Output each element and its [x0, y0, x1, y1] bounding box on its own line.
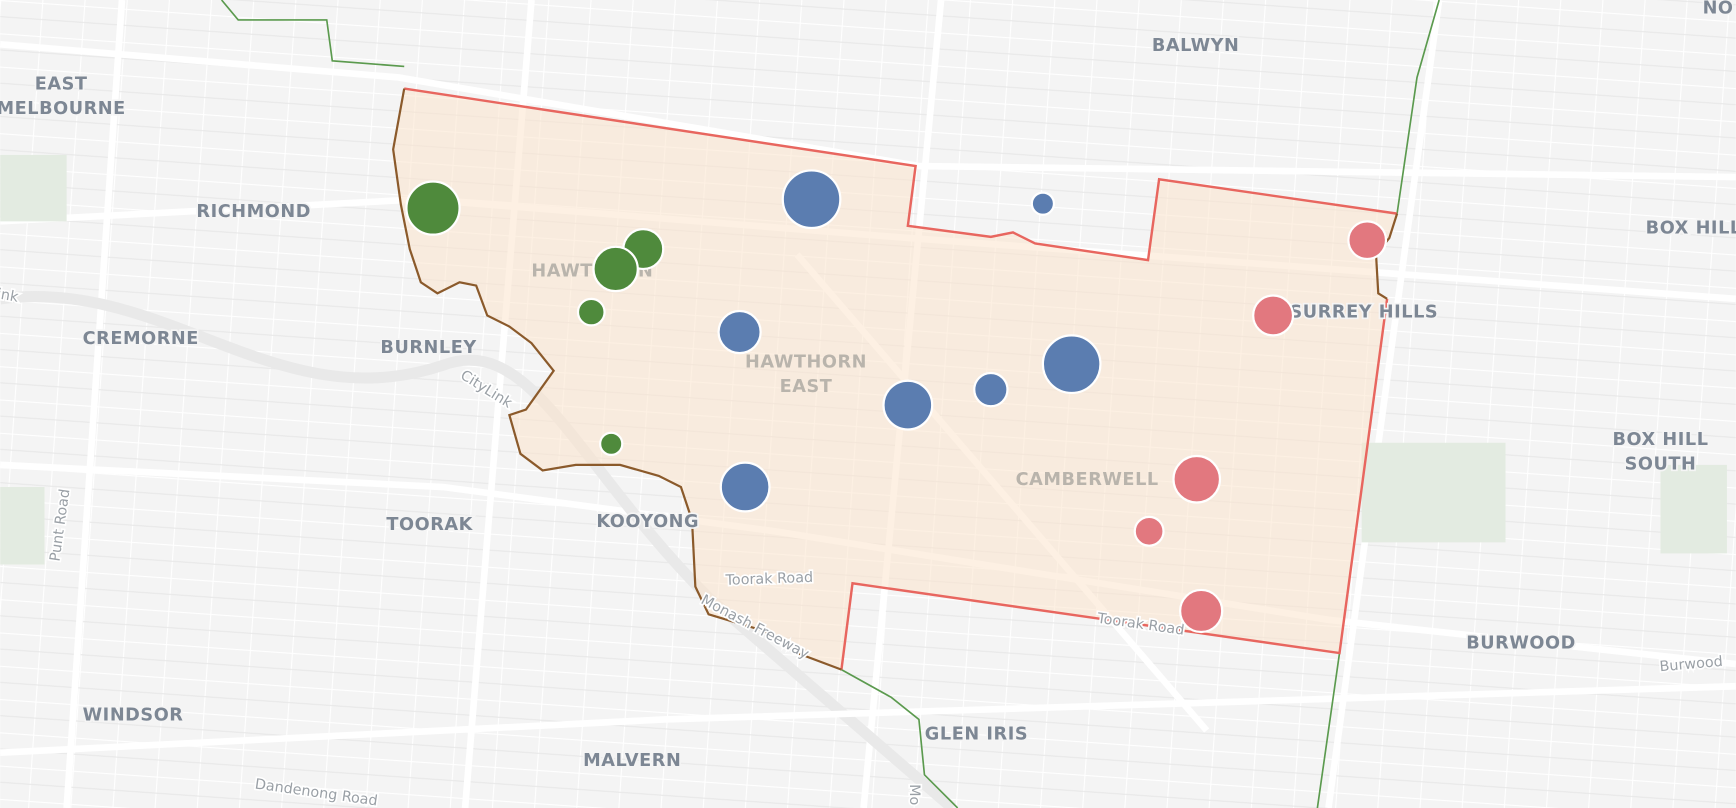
bubble — [973, 371, 1009, 408]
place-label: RICHMOND — [196, 202, 311, 222]
council-green-boundary — [220, 0, 1440, 808]
place-label: EAST — [35, 75, 88, 95]
bubble — [592, 245, 639, 293]
bubble — [1252, 294, 1295, 337]
bubble — [405, 180, 461, 236]
bubble — [599, 431, 624, 457]
place-label: BOX HILL — [1646, 219, 1736, 239]
bubble — [717, 309, 762, 355]
place-label: KOOYONG — [596, 512, 699, 532]
place-label: CAMBERWELL — [1016, 470, 1159, 490]
place-label: SURREY HILLS — [1290, 303, 1439, 323]
place-label: MALVERN — [583, 751, 681, 771]
place-label: WINDSOR — [83, 706, 184, 726]
place-label: HAWTHORN — [745, 352, 867, 372]
place-label: CREMORNE — [83, 329, 199, 349]
place-label: SOUTH — [1625, 454, 1697, 474]
place-label: MELBOURNE — [0, 99, 126, 119]
bubble — [1347, 220, 1388, 261]
bubble — [1172, 454, 1222, 504]
bubbles — [405, 169, 1388, 634]
bubble — [882, 379, 934, 431]
bubble — [1133, 515, 1165, 547]
place-label: GLEN IRIS — [925, 724, 1028, 744]
road-label: ink — [0, 286, 20, 306]
bubble — [576, 297, 606, 327]
place-label: EAST — [780, 377, 833, 397]
region-border — [404, 87, 1398, 670]
bubble — [1041, 334, 1102, 395]
road-label: Mo — [906, 784, 922, 805]
place-label: BURWOOD — [1466, 634, 1576, 654]
bubble — [719, 461, 771, 513]
place-label: BOX HILL — [1612, 430, 1708, 450]
place-label: BURNLEY — [380, 338, 476, 358]
place-label: NO — [1703, 0, 1734, 18]
road-label: Toorak Road — [724, 570, 813, 589]
place-label: BALWYN — [1152, 36, 1240, 56]
place-labels: BALWYN EAST MELBOURNE RICHMOND BOX HILL … — [0, 0, 1736, 773]
bubble — [781, 169, 842, 230]
bubble — [1030, 191, 1056, 216]
green-areas — [0, 154, 1727, 565]
place-label: TOORAK — [386, 515, 473, 535]
bubble — [1179, 588, 1224, 634]
